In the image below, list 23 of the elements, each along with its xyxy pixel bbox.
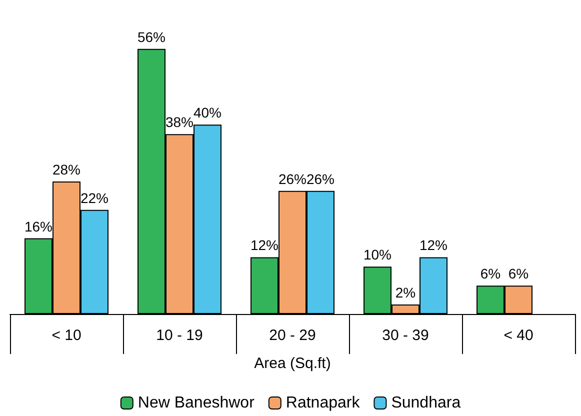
legend-label: New Baneshwor: [138, 394, 256, 412]
x-tick-label: < 40: [504, 327, 534, 344]
legend-label: Ratnapark: [286, 394, 361, 412]
data-label: 38%: [165, 114, 194, 130]
x-tick-label: 10 - 19: [156, 327, 203, 344]
x-tick-label: 30 - 39: [382, 327, 429, 344]
data-label: 12%: [419, 237, 448, 254]
legend-label: Sundhara: [391, 394, 461, 412]
x-axis-title: Area (Sq.ft): [254, 355, 331, 372]
data-label: 16%: [24, 218, 53, 234]
data-label: 12%: [250, 237, 279, 254]
data-label: 22%: [80, 190, 109, 206]
data-label: 10%: [363, 246, 392, 263]
data-label: 6%: [480, 266, 501, 282]
data-label: 2%: [395, 284, 416, 301]
data-label: 26%: [306, 170, 335, 187]
data-label: 28%: [52, 161, 81, 178]
data-label: 6%: [508, 266, 529, 282]
data-label: 26%: [278, 170, 307, 187]
data-label: 40%: [193, 104, 222, 121]
x-tick-label: 20 - 29: [269, 327, 316, 344]
x-tick-label: < 10: [52, 327, 82, 344]
data-label: 56%: [137, 28, 166, 45]
